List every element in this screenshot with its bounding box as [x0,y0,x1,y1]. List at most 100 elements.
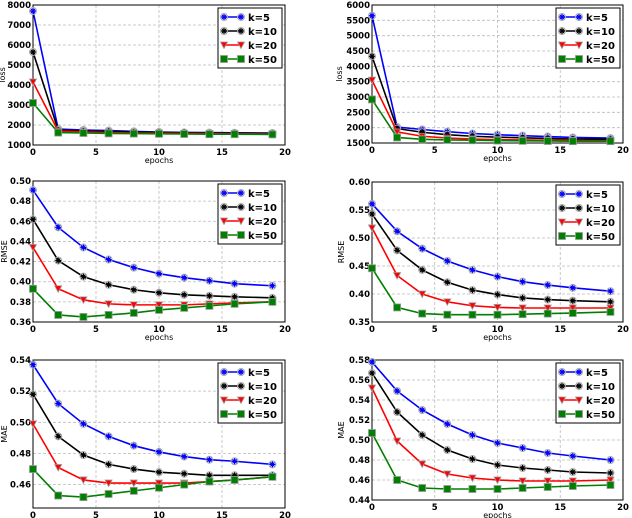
data-point [79,129,88,137]
legend-marker [220,410,228,418]
legend-box [555,362,621,424]
legend-marker [220,55,228,63]
data-point [268,460,277,469]
series-line-k=5 [32,189,273,287]
data-point-star [55,224,62,231]
legend-marker [220,189,228,197]
y-tick-label: 0.46 [10,481,31,491]
data-point-star [181,291,188,298]
series-line-k=20 [32,247,273,306]
data-point-star [369,210,375,217]
x-tick-label: 20 [617,503,629,513]
y-tick-label: 0.40 [10,278,31,288]
data-point [205,477,214,486]
legend-marker-star [221,383,227,389]
y-tick-label: 0.54 [349,396,370,406]
axes-frame [32,4,286,146]
data-point [543,466,552,474]
data-point [568,137,577,146]
legend-marker [575,410,583,418]
legend-label: k=20 [586,396,615,407]
y-tick-label: 0.45 [349,262,370,272]
legend-marker [220,13,228,21]
subplot-5: 0 5 10 15 20 0.44 0.46 0.48 0.50 0.52 0.54 0.56 0.58… [337,356,629,518]
legend-label: k=5 [586,368,608,379]
data-point-star [469,266,476,273]
legend-label: k=10 [248,27,277,38]
data-point [368,95,376,104]
data-point [180,290,189,299]
legend-marker-star [576,28,582,34]
y-tick-label: 4500 [346,47,370,57]
data-point [368,11,376,20]
data-point-star [30,391,36,398]
legend-label: k=50 [586,410,615,421]
x-tick-label: 20 [279,511,291,518]
data-point-star [369,12,375,19]
legend: k=5 k=10 k=20 k=50 [555,362,621,424]
data-point [568,477,577,486]
x-tick-label: 20 [617,146,629,156]
data-point [230,130,239,139]
y-axis-label: MAE [0,425,9,442]
subplot-2: 0 5 10 15 20 0.36 0.38 0.40 0.42 0.44 0.46 0.48 0.50… [0,177,291,342]
data-point-star [607,298,614,305]
data-point [28,78,38,87]
data-point [29,48,37,56]
legend-marker [574,218,584,227]
data-point-star [269,294,276,301]
data-point-star [55,400,62,407]
data-point [606,287,615,296]
legend-marker [237,368,245,376]
y-tick-label: 3500 [346,78,370,88]
series-line-k=5 [371,203,611,292]
x-tick-label: 0 [30,511,36,518]
legend-marker-star [221,369,227,375]
data-point [606,469,615,477]
data-point-star [55,433,62,440]
data-point [79,243,88,252]
legend-box [217,362,283,424]
data-point-star [206,472,213,479]
series-line-k=10 [32,218,273,299]
data-point-star [231,293,238,300]
y-tick-label: 6000 [7,41,31,51]
y-tick-label: 0.50 [10,418,31,428]
data-point-star [607,470,614,476]
data-point [54,256,63,265]
data-point [155,447,163,456]
data-point [104,255,113,264]
data-point [129,263,138,272]
data-point [79,313,88,321]
data-point [543,309,552,318]
data-point-star [494,291,501,298]
legend-marker-star [238,28,244,34]
legend-marker-star [559,28,565,34]
data-point [79,272,88,281]
data-point-star [181,274,188,281]
data-point-star [569,453,576,459]
data-point [518,484,527,492]
data-point [468,485,477,493]
legend-label: k=10 [586,382,615,393]
y-tick-label: 2000 [346,124,370,134]
axes-frame [32,359,286,509]
data-point [79,296,88,305]
legend-marker [237,189,245,197]
x-tick-label: 20 [279,148,291,158]
legend-marker-star [238,190,244,196]
data-point [104,311,113,319]
data-point [154,479,164,488]
legend-marker [575,368,583,376]
data-point [418,460,427,469]
data-point [367,76,377,85]
x-axis-label: epochs [483,333,512,342]
legend-marker-star [576,205,582,211]
y-tick-label: 0.50 [349,436,370,446]
legend-label: k=5 [586,13,608,24]
data-point-star [269,282,276,289]
data-point [230,476,239,484]
data-point [104,490,113,498]
y-tick-label: 5500 [346,16,370,26]
data-point [468,286,477,295]
